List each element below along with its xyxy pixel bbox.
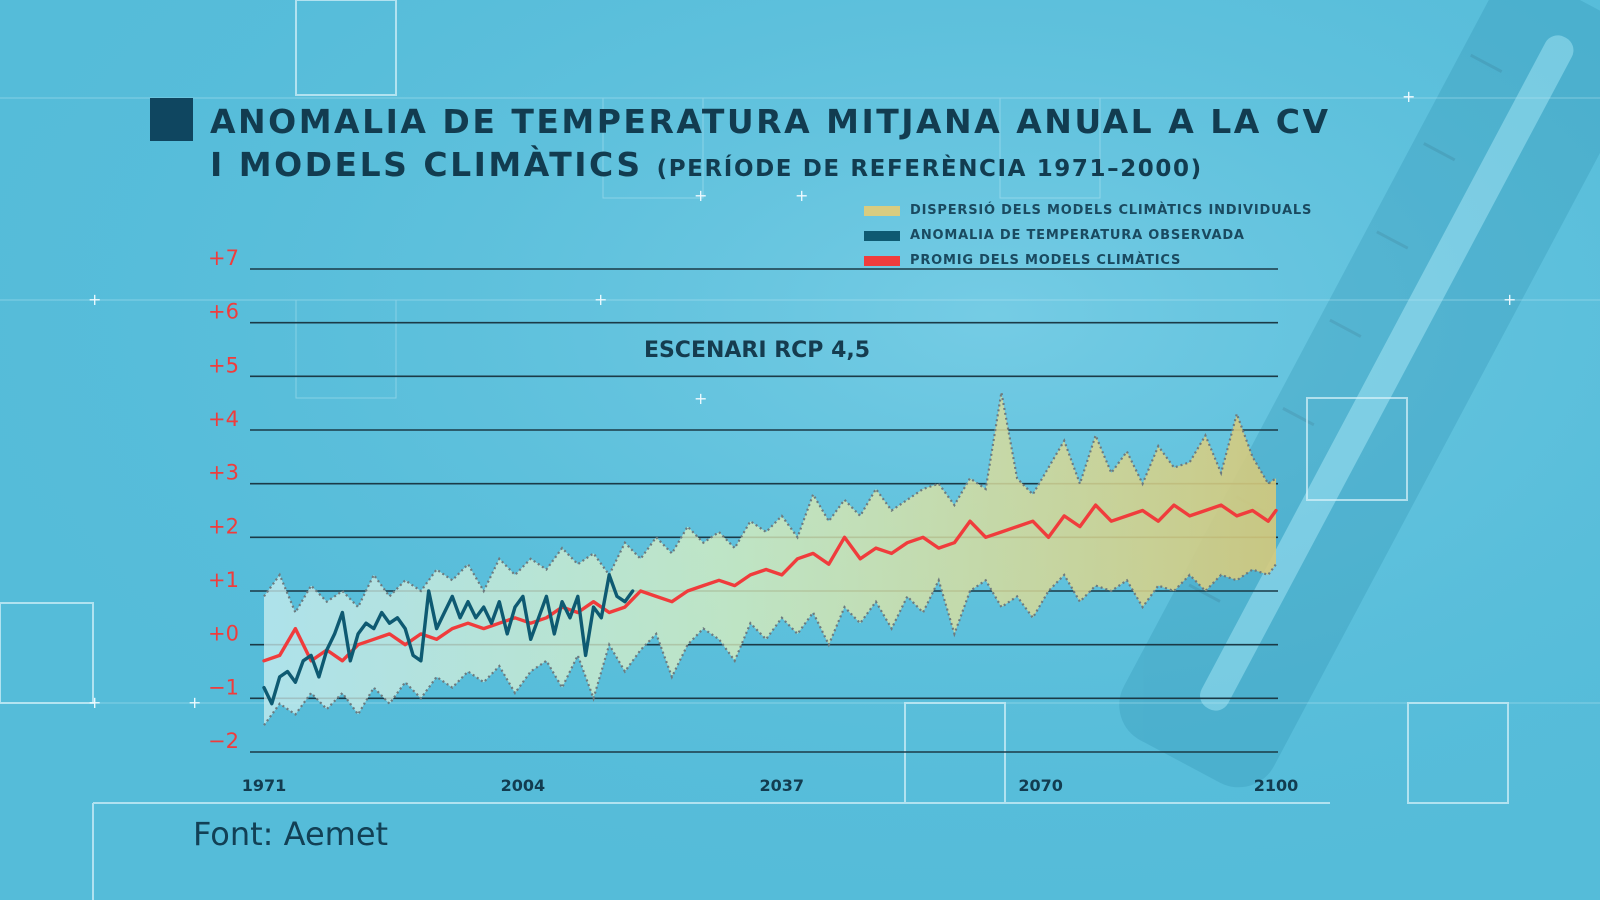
model-spread-band	[264, 392, 1276, 726]
x-tick-label: 1971	[242, 776, 287, 795]
y-tick-label: −1	[208, 675, 239, 699]
y-tick-label: +2	[208, 514, 239, 538]
x-tick-label: 2004	[501, 776, 546, 795]
y-tick-label: +6	[208, 300, 239, 324]
legend-label-model-mean: PROMIG DELS MODELS CLIMÀTICS	[910, 253, 1182, 268]
svg-text:+: +	[694, 389, 707, 408]
title-reference-period: (PERÍODE DE REFERÈNCIA 1971–2000)	[656, 156, 1203, 182]
y-tick-label: +3	[208, 461, 239, 485]
source-credit: Font: Aemet	[193, 815, 389, 853]
y-tick-label: +0	[208, 622, 239, 646]
legend-label-model-spread: DISPERSIÓ DELS MODELS CLIMÀTICS INDIVIDU…	[910, 203, 1313, 218]
x-tick-label: 2100	[1254, 776, 1299, 795]
legend-swatch-observed	[864, 230, 900, 241]
chart-title: ANOMALIA DE TEMPERATURA MITJANA ANUAL A …	[210, 100, 1331, 191]
legend-swatch-model-mean	[864, 255, 900, 266]
x-tick-label: 2070	[1018, 776, 1063, 795]
legend-label-observed: ANOMALIA DE TEMPERATURA OBSERVADA	[910, 228, 1245, 243]
svg-text:+: +	[1402, 87, 1415, 106]
y-tick-label: −2	[208, 729, 239, 753]
svg-text:+: +	[88, 290, 101, 309]
x-tick-label: 2037	[760, 776, 805, 795]
y-tick-label: +4	[208, 407, 239, 431]
y-tick-label: +1	[208, 568, 239, 592]
legend-swatch-model-spread	[864, 205, 900, 216]
svg-text:+: +	[1503, 290, 1516, 309]
title-marker	[150, 98, 193, 141]
scenario-annotation: ESCENARI RCP 4,5	[644, 338, 870, 363]
y-tick-label: +7	[208, 246, 239, 270]
title-line-1: ANOMALIA DE TEMPERATURA MITJANA ANUAL A …	[210, 102, 1331, 141]
svg-text:+: +	[594, 290, 607, 309]
svg-text:+: +	[88, 693, 101, 712]
svg-text:+: +	[694, 186, 707, 205]
legend-item-model-mean: PROMIG DELS MODELS CLIMÀTICS	[864, 248, 1312, 273]
legend-item-model-spread: DISPERSIÓ DELS MODELS CLIMÀTICS INDIVIDU…	[864, 198, 1312, 223]
series-line-model-mean	[262, 503, 1278, 663]
y-tick-label: +5	[208, 353, 239, 377]
svg-text:+: +	[795, 186, 808, 205]
chart-legend: DISPERSIÓ DELS MODELS CLIMÀTICS INDIVIDU…	[864, 198, 1312, 273]
svg-text:+: +	[188, 693, 201, 712]
series-line-observed	[262, 573, 635, 706]
legend-item-observed: ANOMALIA DE TEMPERATURA OBSERVADA	[864, 223, 1312, 248]
title-line-2: I MODELS CLIMÀTICS	[210, 145, 643, 184]
